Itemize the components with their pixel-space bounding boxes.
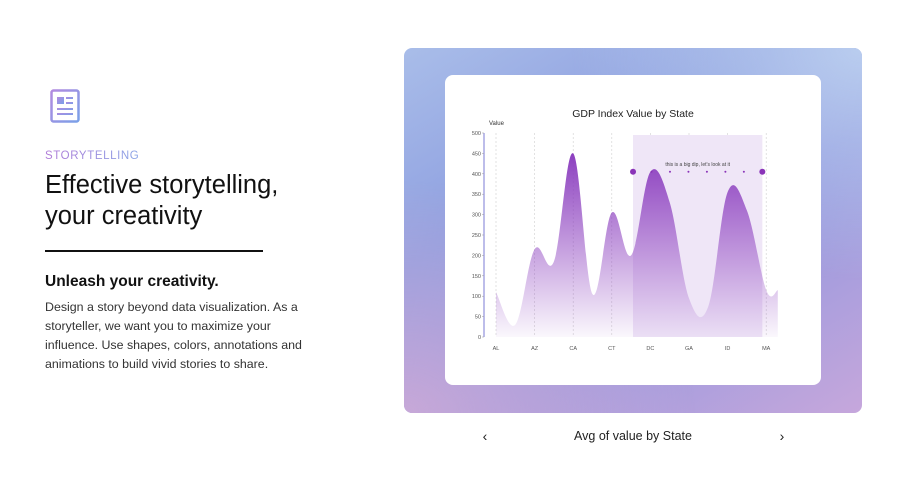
annotation: this is a big dip, let's look at it (630, 162, 766, 175)
y-tick-label: 250 (472, 233, 481, 239)
y-tick-label: 300 (472, 213, 481, 219)
annotation-text: this is a big dip, let's look at it (665, 162, 730, 168)
annotation-dot (742, 170, 745, 173)
area-fill (496, 153, 778, 337)
y-tick-label: 350 (472, 192, 481, 198)
annotation-end-marker (759, 168, 766, 175)
chevron-right-icon[interactable]: › (779, 428, 785, 444)
annotation-start-marker (630, 168, 637, 175)
area-chart: GDP Index Value by State Value 0 50 100 150… (472, 108, 778, 352)
y-tick-label: 100 (472, 294, 481, 300)
chart-title: GDP Index Value by State (572, 108, 694, 120)
y-tick-label: 400 (472, 172, 481, 178)
x-tick-label: DC (646, 346, 654, 352)
annotation-dot (650, 170, 653, 173)
annotation-dot (705, 170, 708, 173)
y-tick-label: 200 (472, 253, 481, 259)
feature-headline: Effective storytelling, your creativity (45, 170, 345, 232)
chevron-left-icon[interactable]: ‹ (482, 428, 488, 444)
divider (45, 250, 263, 252)
x-tick-label: CT (608, 346, 616, 352)
y-tick-label: 450 (472, 151, 481, 157)
headline-line-2: your creativity (45, 202, 203, 230)
chart-preview-frame: GDP Index Value by State Value 0 50 100 150… (404, 48, 862, 413)
annotation-dot (724, 170, 727, 173)
chart-card: GDP Index Value by State Value 0 50 100 150… (445, 75, 821, 385)
x-tick-label: MA (762, 346, 771, 352)
y-axis-label: Value (489, 121, 505, 127)
x-tick-label: AL (493, 346, 500, 352)
feature-description: Design a story beyond data visualization… (45, 300, 302, 371)
section-eyebrow: STORYTELLING (45, 150, 140, 162)
y-tick-label: 0 (478, 335, 481, 341)
headline-line-1: Effective storytelling, (45, 171, 279, 199)
x-tick-label: GA (685, 346, 693, 352)
x-tick-label: AZ (531, 346, 539, 352)
carousel-caption: Avg of value by State (574, 429, 692, 443)
area-series (496, 153, 778, 337)
x-tick-label: CA (569, 346, 577, 352)
axes: 0 50 100 150 200 250 300 350 400 450 500 AL AZ CA CT DC… (472, 131, 771, 352)
feature-subhead: Unleash your creativity. (45, 273, 219, 290)
y-tick-label: 150 (472, 274, 481, 280)
y-tick-label: 50 (475, 315, 481, 321)
annotation-dot (668, 170, 671, 173)
document-icon (50, 89, 80, 123)
annotation-dot (687, 170, 690, 173)
x-tick-label: ID (725, 346, 731, 352)
y-tick-label: 500 (472, 131, 481, 137)
